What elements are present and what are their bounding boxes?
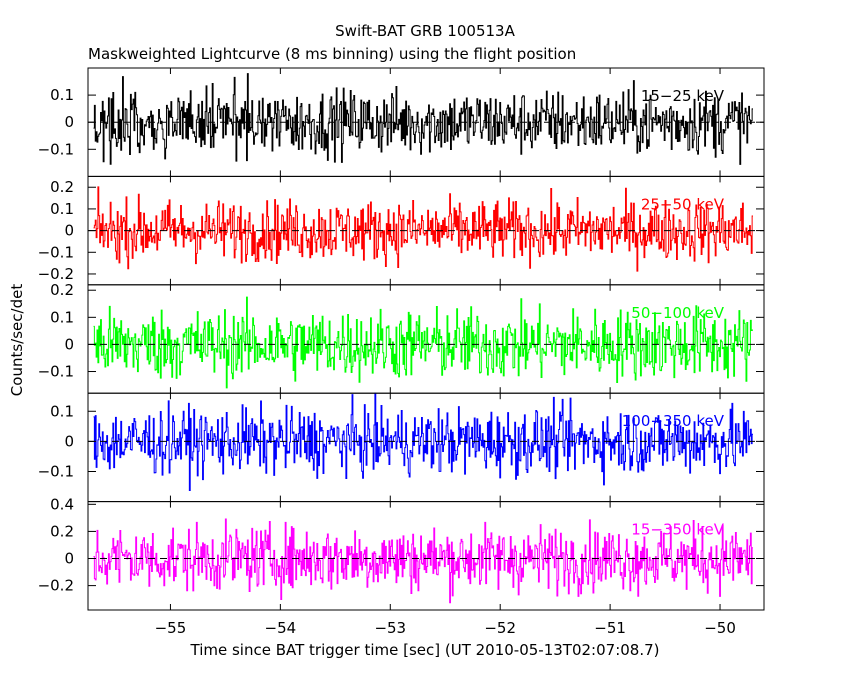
y-tick-label-2-4: 0.1	[50, 200, 74, 218]
panel-2: −0.2 −0.1 0 0.1 0.2 25−50 keV	[38, 175, 765, 286]
panels-group: −0.1 0 0.1 15−25 keV −0.2 −0.1 0 0.1 0.2 25−50 ke…	[38, 67, 765, 637]
y-tick-label-3-1: −0.1	[38, 363, 74, 381]
y-tick-label-1-1: −0.1	[38, 140, 74, 158]
y-tick-label-2-5: 0.2	[50, 178, 74, 196]
y-tick-label-3-2: 0	[64, 335, 74, 353]
band-label-5: 15−350 keV	[631, 521, 724, 539]
band-label-2: 25−50 keV	[641, 195, 725, 213]
series-line-5	[93, 518, 754, 604]
panel-frame-5	[87, 501, 765, 611]
y-tick-label-1-2: 0	[64, 113, 74, 131]
y-tick-label-3-3: 0.1	[50, 308, 74, 326]
x-tick-label-5: −51	[594, 619, 626, 637]
y-tick-label-4-2: 0	[64, 432, 74, 450]
chart-title: Swift-BAT GRB 100513A	[335, 22, 515, 40]
y-tick-label-1-3: 0.1	[50, 86, 74, 104]
x-tick-label-3: −53	[374, 619, 406, 637]
y-tick-label-5-3: 0.2	[50, 522, 74, 540]
y-tick-label-5-2: 0	[64, 550, 74, 568]
band-label-3: 50−100 keV	[631, 304, 724, 322]
y-tick-label-4-3: 0.1	[50, 402, 74, 420]
y-tick-label-4-1: −0.1	[38, 462, 74, 480]
y-tick-label-2-3: 0	[64, 222, 74, 240]
series-line-3	[93, 296, 754, 389]
x-tick-label-1: −55	[155, 619, 187, 637]
panel-1: −0.1 0 0.1 15−25 keV	[38, 67, 765, 177]
series-line-1	[93, 73, 754, 165]
band-label-1: 15−25 keV	[641, 87, 725, 105]
band-label-4: 100−350 keV	[622, 412, 725, 430]
y-tick-label-2-2: −0.1	[38, 243, 74, 261]
y-tick-label-3-4: 0.2	[50, 281, 74, 299]
x-tick-label-6: −50	[704, 619, 736, 637]
y-tick-label-2-1: −0.2	[38, 265, 74, 283]
series-line-2	[93, 186, 754, 272]
y-axis-label: Counts/sec/det	[8, 284, 26, 397]
panel-4: −0.1 0 0.1 100−350 keV	[38, 392, 765, 503]
x-tick-label-4: −52	[484, 619, 516, 637]
chart-subtitle: Maskweighted Lightcurve (8 ms binning) u…	[88, 45, 576, 63]
panel-3: −0.1 0 0.1 0.2 50−100 keV	[38, 281, 765, 394]
y-tick-label-5-1: −0.2	[38, 577, 74, 595]
series-line-4	[93, 392, 754, 492]
y-tick-label-5-4: 0.4	[50, 495, 74, 513]
panel-5: −0.2 0 0.2 0.4 15−350 keV	[38, 495, 765, 611]
x-tick-label-2: −54	[265, 619, 297, 637]
x-axis-label: Time since BAT trigger time [sec] (UT 20…	[190, 641, 660, 659]
